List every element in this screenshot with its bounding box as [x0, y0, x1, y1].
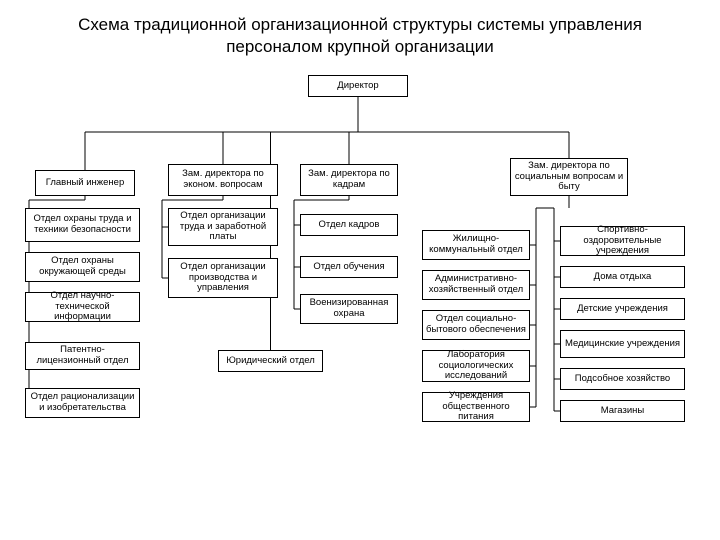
node-director: Директор	[308, 75, 408, 97]
node-c1b: Отдел охраны окружающей среды	[25, 252, 140, 282]
node-c1: Главный инженер	[35, 170, 135, 196]
node-c4j: Подсобное хозяйство	[560, 368, 685, 390]
node-c4e: Учреждения общественного питания	[422, 392, 530, 422]
node-c4k: Магазины	[560, 400, 685, 422]
page-title: Схема традиционной организационной струк…	[0, 0, 720, 64]
node-c3: Зам. директора по кадрам	[300, 164, 398, 196]
node-c2b: Отдел организации производства и управле…	[168, 258, 278, 298]
node-c4g: Дома отдыха	[560, 266, 685, 288]
node-c2a: Отдел организации труда и заработной пла…	[168, 208, 278, 246]
node-c1d: Патентно-лицензионный отдел	[25, 342, 140, 370]
node-c4d: Лаборатория социологических исследований	[422, 350, 530, 382]
node-c3a: Отдел кадров	[300, 214, 398, 236]
node-c4f: Спортивно-оздоровительные учреждения	[560, 226, 685, 256]
node-c2c: Юридический отдел	[218, 350, 323, 372]
node-c2: Зам. директора по эконом. вопросам	[168, 164, 278, 196]
node-c1c: Отдел научно-технической информации	[25, 292, 140, 322]
node-c3c: Военизированная охрана	[300, 294, 398, 324]
node-c1a: Отдел охраны труда и техники безопасност…	[25, 208, 140, 242]
node-c4a: Жилищно-коммунальный отдел	[422, 230, 530, 260]
node-c4i: Медицинские учреждения	[560, 330, 685, 358]
org-chart: Директор Главный инженер Отдел охраны труд…	[0, 70, 720, 540]
node-c4c: Отдел социально-бытового обеспечения	[422, 310, 530, 340]
node-c4h: Детские учреждения	[560, 298, 685, 320]
node-c4b: Административно-хозяйственный отдел	[422, 270, 530, 300]
node-c4: Зам. директора по социальным вопросам и …	[510, 158, 628, 196]
node-c3b: Отдел обучения	[300, 256, 398, 278]
node-c1e: Отдел рационализации и изобретательства	[25, 388, 140, 418]
